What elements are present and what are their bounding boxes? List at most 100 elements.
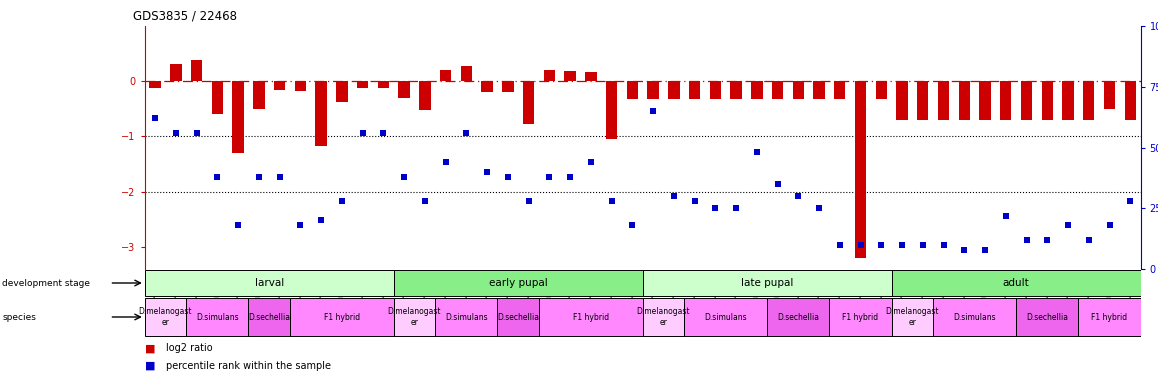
Text: D.sechellia: D.sechellia: [248, 313, 291, 321]
Bar: [585, 73, 596, 81]
Point: [706, 205, 725, 211]
Text: D.simulans: D.simulans: [704, 313, 747, 321]
Bar: [933, 298, 1016, 336]
Point: [789, 193, 807, 199]
Bar: [254, 81, 264, 109]
Text: D.simulans: D.simulans: [196, 313, 239, 321]
Bar: [792, 81, 804, 99]
Bar: [626, 81, 638, 99]
Point: [665, 193, 683, 199]
Point: [602, 198, 621, 204]
Bar: [959, 81, 970, 120]
Point: [560, 174, 579, 180]
Bar: [892, 270, 1141, 296]
Text: D.melanogast
er: D.melanogast er: [637, 307, 690, 327]
Point: [291, 222, 309, 228]
Point: [395, 174, 413, 180]
Bar: [233, 81, 244, 153]
Bar: [896, 81, 908, 120]
Point: [457, 130, 476, 136]
Bar: [461, 66, 472, 81]
Text: larval: larval: [255, 278, 284, 288]
Text: D.simulans: D.simulans: [445, 313, 488, 321]
Point: [686, 198, 704, 204]
Point: [478, 169, 497, 175]
Bar: [643, 270, 892, 296]
Bar: [170, 64, 182, 81]
Text: F1 hybrid: F1 hybrid: [1092, 313, 1128, 321]
Bar: [606, 81, 617, 139]
Bar: [689, 81, 701, 99]
Text: GDS3835 / 22468: GDS3835 / 22468: [133, 10, 237, 23]
Text: adult: adult: [1003, 278, 1029, 288]
Point: [830, 242, 849, 248]
Bar: [294, 81, 306, 91]
Text: D.sechellia: D.sechellia: [1026, 313, 1069, 321]
Text: D.simulans: D.simulans: [953, 313, 996, 321]
Bar: [249, 298, 290, 336]
Text: percentile rank within the sample: percentile rank within the sample: [166, 361, 330, 371]
Point: [1058, 222, 1077, 228]
Bar: [357, 81, 368, 88]
Text: F1 hybrid: F1 hybrid: [324, 313, 360, 321]
Bar: [394, 298, 435, 336]
Point: [167, 130, 185, 136]
Bar: [980, 81, 991, 120]
Point: [416, 198, 434, 204]
Bar: [378, 81, 389, 88]
Text: D.melanogast
er: D.melanogast er: [388, 307, 441, 327]
Bar: [1104, 81, 1115, 109]
Text: F1 hybrid: F1 hybrid: [573, 313, 609, 321]
Point: [208, 174, 227, 180]
Bar: [274, 81, 285, 89]
Bar: [149, 81, 161, 88]
Point: [935, 242, 953, 248]
Bar: [767, 298, 829, 336]
Text: log2 ratio: log2 ratio: [166, 343, 212, 353]
Bar: [394, 270, 643, 296]
Text: early pupal: early pupal: [489, 278, 548, 288]
Bar: [538, 298, 643, 336]
Point: [540, 174, 558, 180]
Bar: [290, 298, 394, 336]
Point: [623, 222, 642, 228]
Bar: [813, 81, 824, 99]
Bar: [643, 298, 684, 336]
Bar: [498, 298, 538, 336]
Bar: [1021, 81, 1032, 120]
Bar: [1083, 81, 1094, 120]
Point: [768, 181, 786, 187]
Point: [872, 242, 891, 248]
Point: [955, 247, 974, 253]
Bar: [1062, 81, 1073, 120]
Bar: [892, 298, 933, 336]
Point: [312, 217, 330, 223]
Text: species: species: [2, 313, 36, 321]
Text: development stage: development stage: [2, 278, 90, 288]
Point: [851, 242, 870, 248]
Bar: [1001, 81, 1011, 120]
Bar: [1041, 81, 1053, 120]
Text: D.melanogast
er: D.melanogast er: [139, 307, 192, 327]
Bar: [1124, 81, 1136, 120]
Point: [332, 198, 351, 204]
Point: [976, 247, 995, 253]
Text: ■: ■: [145, 361, 155, 371]
Text: late pupal: late pupal: [741, 278, 793, 288]
Bar: [1016, 298, 1078, 336]
Bar: [855, 81, 866, 258]
Bar: [503, 81, 513, 92]
Point: [519, 198, 537, 204]
Point: [146, 115, 164, 121]
Bar: [336, 81, 347, 102]
Bar: [684, 298, 767, 336]
Point: [250, 174, 269, 180]
Point: [727, 205, 746, 211]
Point: [270, 174, 288, 180]
Point: [748, 149, 767, 156]
Bar: [186, 298, 249, 336]
Bar: [212, 81, 223, 114]
Bar: [829, 298, 892, 336]
Bar: [834, 81, 845, 99]
Point: [914, 242, 932, 248]
